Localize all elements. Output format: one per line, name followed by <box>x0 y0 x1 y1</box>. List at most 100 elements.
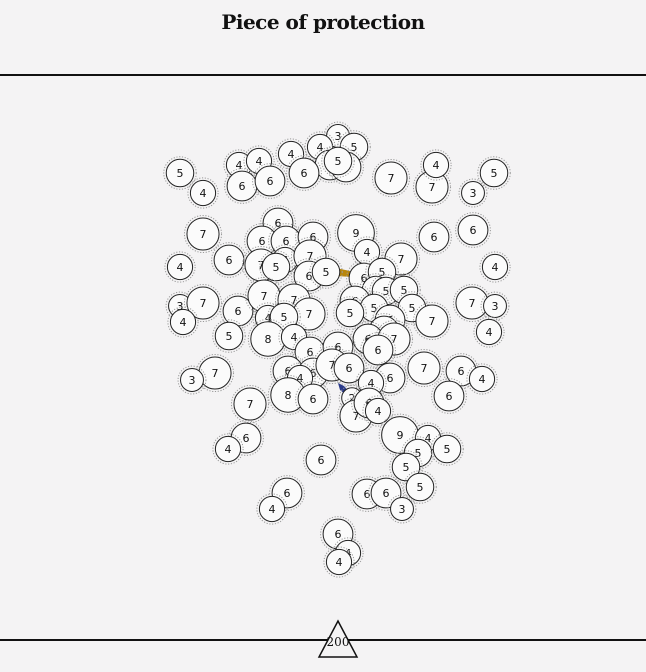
game-piece[interactable]: 7 <box>195 353 235 393</box>
game-piece[interactable]: 5 <box>430 432 464 466</box>
game-piece[interactable]: 5 <box>259 250 293 284</box>
piece-disc <box>325 548 353 576</box>
piece-halo <box>303 442 339 478</box>
piece-halo <box>212 433 244 465</box>
game-piece[interactable]: 5 <box>212 319 246 353</box>
piece-halo <box>455 212 491 248</box>
game-piece[interactable]: 5 <box>321 144 355 178</box>
game-piece[interactable]: 4 <box>167 306 199 338</box>
game-piece[interactable]: 5 <box>389 450 423 484</box>
game-piece[interactable]: 3 <box>387 494 417 524</box>
piece-disc <box>457 214 489 246</box>
game-piece[interactable]: 6 <box>368 475 404 511</box>
piece-value: 7 <box>200 228 207 241</box>
piece-value: 7 <box>391 333 398 346</box>
game-piece[interactable]: 5 <box>403 470 437 504</box>
piece-value: 5 <box>417 481 424 494</box>
game-piece[interactable]: 4 <box>323 546 355 578</box>
game-piece[interactable]: 3 <box>458 178 488 208</box>
piece-halo <box>289 294 329 334</box>
game-piece[interactable]: 5 <box>163 156 197 190</box>
game-piece[interactable]: 6 <box>431 378 467 414</box>
game-piece[interactable]: 4 <box>473 316 505 348</box>
game-piece[interactable]: 6 <box>211 242 247 278</box>
game-piece[interactable]: 4 <box>212 433 244 465</box>
game-piece[interactable]: 4 <box>164 251 196 283</box>
piece-value: 9 <box>353 227 360 240</box>
piece-disc <box>481 253 509 281</box>
game-piece[interactable]: 6 <box>443 353 479 389</box>
piece-value: 4 <box>368 377 375 390</box>
piece-disc <box>374 161 408 195</box>
piece-halo <box>183 283 223 323</box>
piece-halo <box>286 155 322 191</box>
piece-halo <box>269 475 305 511</box>
piece-disc <box>305 444 337 476</box>
piece-value: 4 <box>177 261 184 274</box>
piece-disc <box>475 318 503 346</box>
triangle-icon <box>317 619 359 658</box>
game-piece[interactable]: 6 <box>220 293 256 329</box>
piece-value: 6 <box>284 487 291 500</box>
game-piece[interactable]: 5 <box>309 255 343 289</box>
game-piece[interactable]: 7 <box>183 214 223 254</box>
game-piece[interactable]: 4 <box>256 493 288 525</box>
game-piece[interactable]: 6 <box>360 332 396 368</box>
game-piece[interactable]: 4 <box>362 395 394 427</box>
piece-value: 6 <box>361 272 368 285</box>
game-piece[interactable]: 7 <box>404 348 444 388</box>
piece-halo <box>479 251 511 283</box>
piece-disc <box>335 298 365 328</box>
game-piece[interactable]: 7 <box>452 283 492 323</box>
piece-halo <box>389 450 423 484</box>
game-piece[interactable]: 7 <box>412 301 452 341</box>
piece-disc <box>186 286 220 320</box>
piece-disc <box>261 252 291 282</box>
game-piece[interactable]: 3 <box>177 365 207 395</box>
game-piece[interactable]: 4 <box>420 149 452 181</box>
game-piece[interactable]: 7 <box>371 158 411 198</box>
game-piece[interactable]: 6 <box>252 163 288 199</box>
game-piece[interactable]: 4 <box>479 251 511 283</box>
piece-disc <box>370 477 402 509</box>
piece-value: 6 <box>346 362 353 375</box>
piece-value: 8 <box>265 333 272 346</box>
piece-halo <box>164 251 196 283</box>
piece-value: 3 <box>399 503 406 516</box>
game-piece[interactable]: 5 <box>333 296 367 330</box>
piece-value: 7 <box>353 410 360 423</box>
game-piece[interactable]: 4 <box>466 363 498 395</box>
piece-value: 7 <box>388 172 395 185</box>
game-piece[interactable]: 7 <box>183 283 223 323</box>
game-piece[interactable]: 5 <box>477 156 511 190</box>
game-piece[interactable]: 8 <box>267 374 309 416</box>
game-piece[interactable]: 3 <box>480 291 510 321</box>
game-piece[interactable]: 4 <box>187 177 219 209</box>
game-piece[interactable]: 6 <box>303 442 339 478</box>
piece-value: 6 <box>243 432 250 445</box>
piece-disc <box>180 368 204 392</box>
piece-halo <box>360 332 396 368</box>
piece-value: 4 <box>236 159 243 172</box>
piece-value: 6 <box>259 235 266 248</box>
game-piece[interactable]: 6 <box>331 350 367 386</box>
game-piece[interactable]: 6 <box>295 381 331 417</box>
game-piece[interactable]: 6 <box>455 212 491 248</box>
game-piece[interactable]: 7 <box>230 384 270 424</box>
piece-disc <box>213 244 245 276</box>
piece-halo <box>320 516 356 552</box>
piece-value: 3 <box>335 130 342 143</box>
piece-value: 5 <box>323 266 330 279</box>
piece-disc <box>391 452 421 482</box>
game-piece[interactable]: 7 <box>412 167 452 207</box>
piece-halo <box>480 291 510 321</box>
piece-halo <box>220 293 256 329</box>
pieces-layer[interactable]: 3456655444466677435766669664674576547654… <box>163 121 511 578</box>
piece-disc <box>407 351 441 385</box>
game-piece[interactable]: 6 <box>286 155 322 191</box>
piece-disc <box>186 217 220 251</box>
game-piece[interactable]: 6 <box>416 219 452 255</box>
piece-value: 4 <box>364 246 371 259</box>
piece-value: 5 <box>403 461 410 474</box>
